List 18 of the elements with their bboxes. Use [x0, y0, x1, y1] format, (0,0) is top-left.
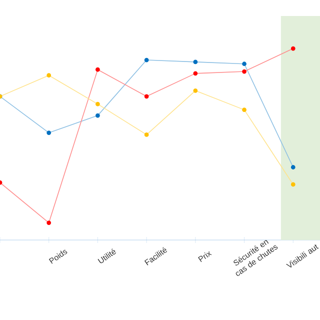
point: [290, 182, 296, 187]
point: [290, 46, 296, 51]
point: [144, 94, 149, 99]
point: [193, 60, 198, 64]
point: [96, 67, 100, 72]
point: [242, 62, 246, 66]
point: [46, 130, 52, 135]
point: [144, 132, 149, 137]
point: [96, 113, 100, 118]
point: [46, 220, 52, 225]
point: [242, 69, 246, 74]
point: [96, 102, 100, 106]
point: [46, 73, 52, 78]
point: [242, 108, 246, 112]
point: [193, 88, 198, 93]
point: [144, 58, 149, 62]
point: [193, 71, 198, 76]
point: [290, 165, 296, 170]
